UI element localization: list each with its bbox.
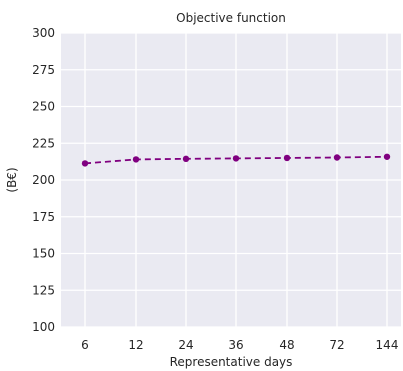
y-axis-title: (B€)	[5, 167, 19, 192]
chart-title: Objective function	[176, 11, 286, 25]
data-point	[283, 154, 291, 162]
series-points	[81, 153, 391, 167]
data-point	[182, 155, 190, 163]
data-point	[81, 160, 89, 167]
y-tick-label: 150	[32, 247, 55, 261]
y-tick-label: 175	[32, 210, 55, 224]
y-tick-label: 225	[32, 136, 55, 150]
x-gridlines	[84, 33, 388, 327]
y-tick-label: 125	[32, 283, 55, 297]
x-tick-label: 36	[228, 338, 243, 352]
y-tick-label: 100	[32, 320, 55, 334]
x-tick-label: 144	[376, 338, 399, 352]
x-axis-title: Representative days	[170, 355, 293, 369]
data-point	[232, 155, 240, 162]
data-point	[383, 153, 391, 160]
x-axis-tick-labels: 6 12 24 36 48 72 144	[81, 338, 398, 352]
y-tick-label: 300	[32, 26, 55, 40]
x-tick-label: 48	[279, 338, 294, 352]
data-point	[333, 154, 341, 161]
x-tick-label: 6	[81, 338, 89, 352]
y-gridlines	[61, 32, 401, 328]
x-tick-label: 72	[329, 338, 344, 352]
y-tick-label: 275	[32, 63, 55, 77]
y-axis-tick-labels: 100 125 150 175 200 225 250 275 300	[32, 26, 55, 334]
x-tick-label: 12	[128, 338, 143, 352]
data-point	[132, 156, 140, 163]
y-tick-label: 200	[32, 173, 55, 187]
y-tick-label: 250	[32, 100, 55, 114]
x-tick-label: 24	[178, 338, 193, 352]
